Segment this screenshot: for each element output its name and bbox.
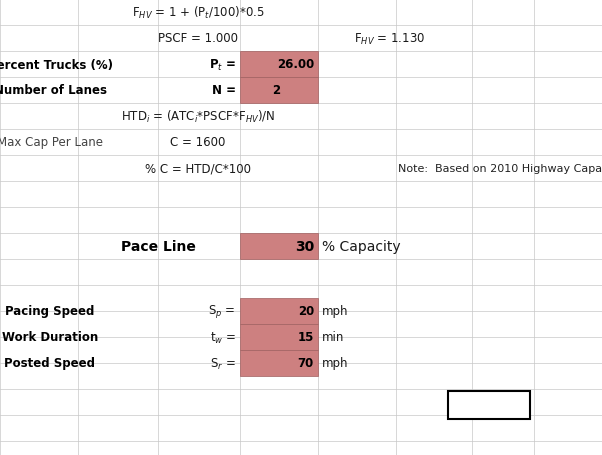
Text: C = 1600: C = 1600 [170,136,226,149]
Text: P$_{t}$ =: P$_{t}$ = [209,57,236,72]
Text: 2: 2 [272,84,280,97]
Bar [240,233,318,259]
Text: Max Cap Per Lane: Max Cap Per Lane [0,136,103,149]
Text: PSCF = 1.000: PSCF = 1.000 [158,32,238,46]
Text: 70: 70 [298,357,314,369]
Text: 15: 15 [297,331,314,344]
Text: mph: mph [322,357,349,369]
Bar [240,78,318,104]
Text: Posted Speed: Posted Speed [4,357,96,369]
Text: % Capacity: % Capacity [322,239,400,253]
Text: min: min [322,331,344,344]
Text: mph: mph [322,305,349,318]
Text: 26.00: 26.00 [277,58,314,71]
Text: F$_{HV}$ = 1.130: F$_{HV}$ = 1.130 [355,31,426,46]
Text: Pace Line: Pace Line [120,239,196,253]
Bar [240,350,318,376]
Bar [448,391,530,419]
Text: F$_{HV}$ = 1 + (P$_{t}$/100)*0.5: F$_{HV}$ = 1 + (P$_{t}$/100)*0.5 [131,5,264,21]
Text: N =: N = [212,84,236,97]
Text: S$_{p}$ =: S$_{p}$ = [208,303,236,320]
Bar [240,52,318,78]
Text: Percent Trucks (%): Percent Trucks (%) [0,58,113,71]
Text: Work Duration: Work Duration [2,331,98,344]
Text: Note:  Based on 2010 Highway Capacity Manual.: Note: Based on 2010 Highway Capacity Man… [398,164,602,174]
Text: HTD$_{i}$ = (ATC$_{i}$*PSCF*F$_{HV}$)/N: HTD$_{i}$ = (ATC$_{i}$*PSCF*F$_{HV}$)/N [121,109,275,125]
Text: % C = HTD/C*100: % C = HTD/C*100 [145,162,251,175]
Text: t$_{w}$ =: t$_{w}$ = [210,330,236,345]
Bar [240,324,318,350]
Text: S$_{r}$ =: S$_{r}$ = [210,356,236,371]
Text: Pacing Speed: Pacing Speed [5,305,95,318]
Bar [240,298,318,324]
Text: 30: 30 [295,239,314,253]
Text: Number of Lanes: Number of Lanes [0,84,107,97]
Text: 20: 20 [298,305,314,318]
